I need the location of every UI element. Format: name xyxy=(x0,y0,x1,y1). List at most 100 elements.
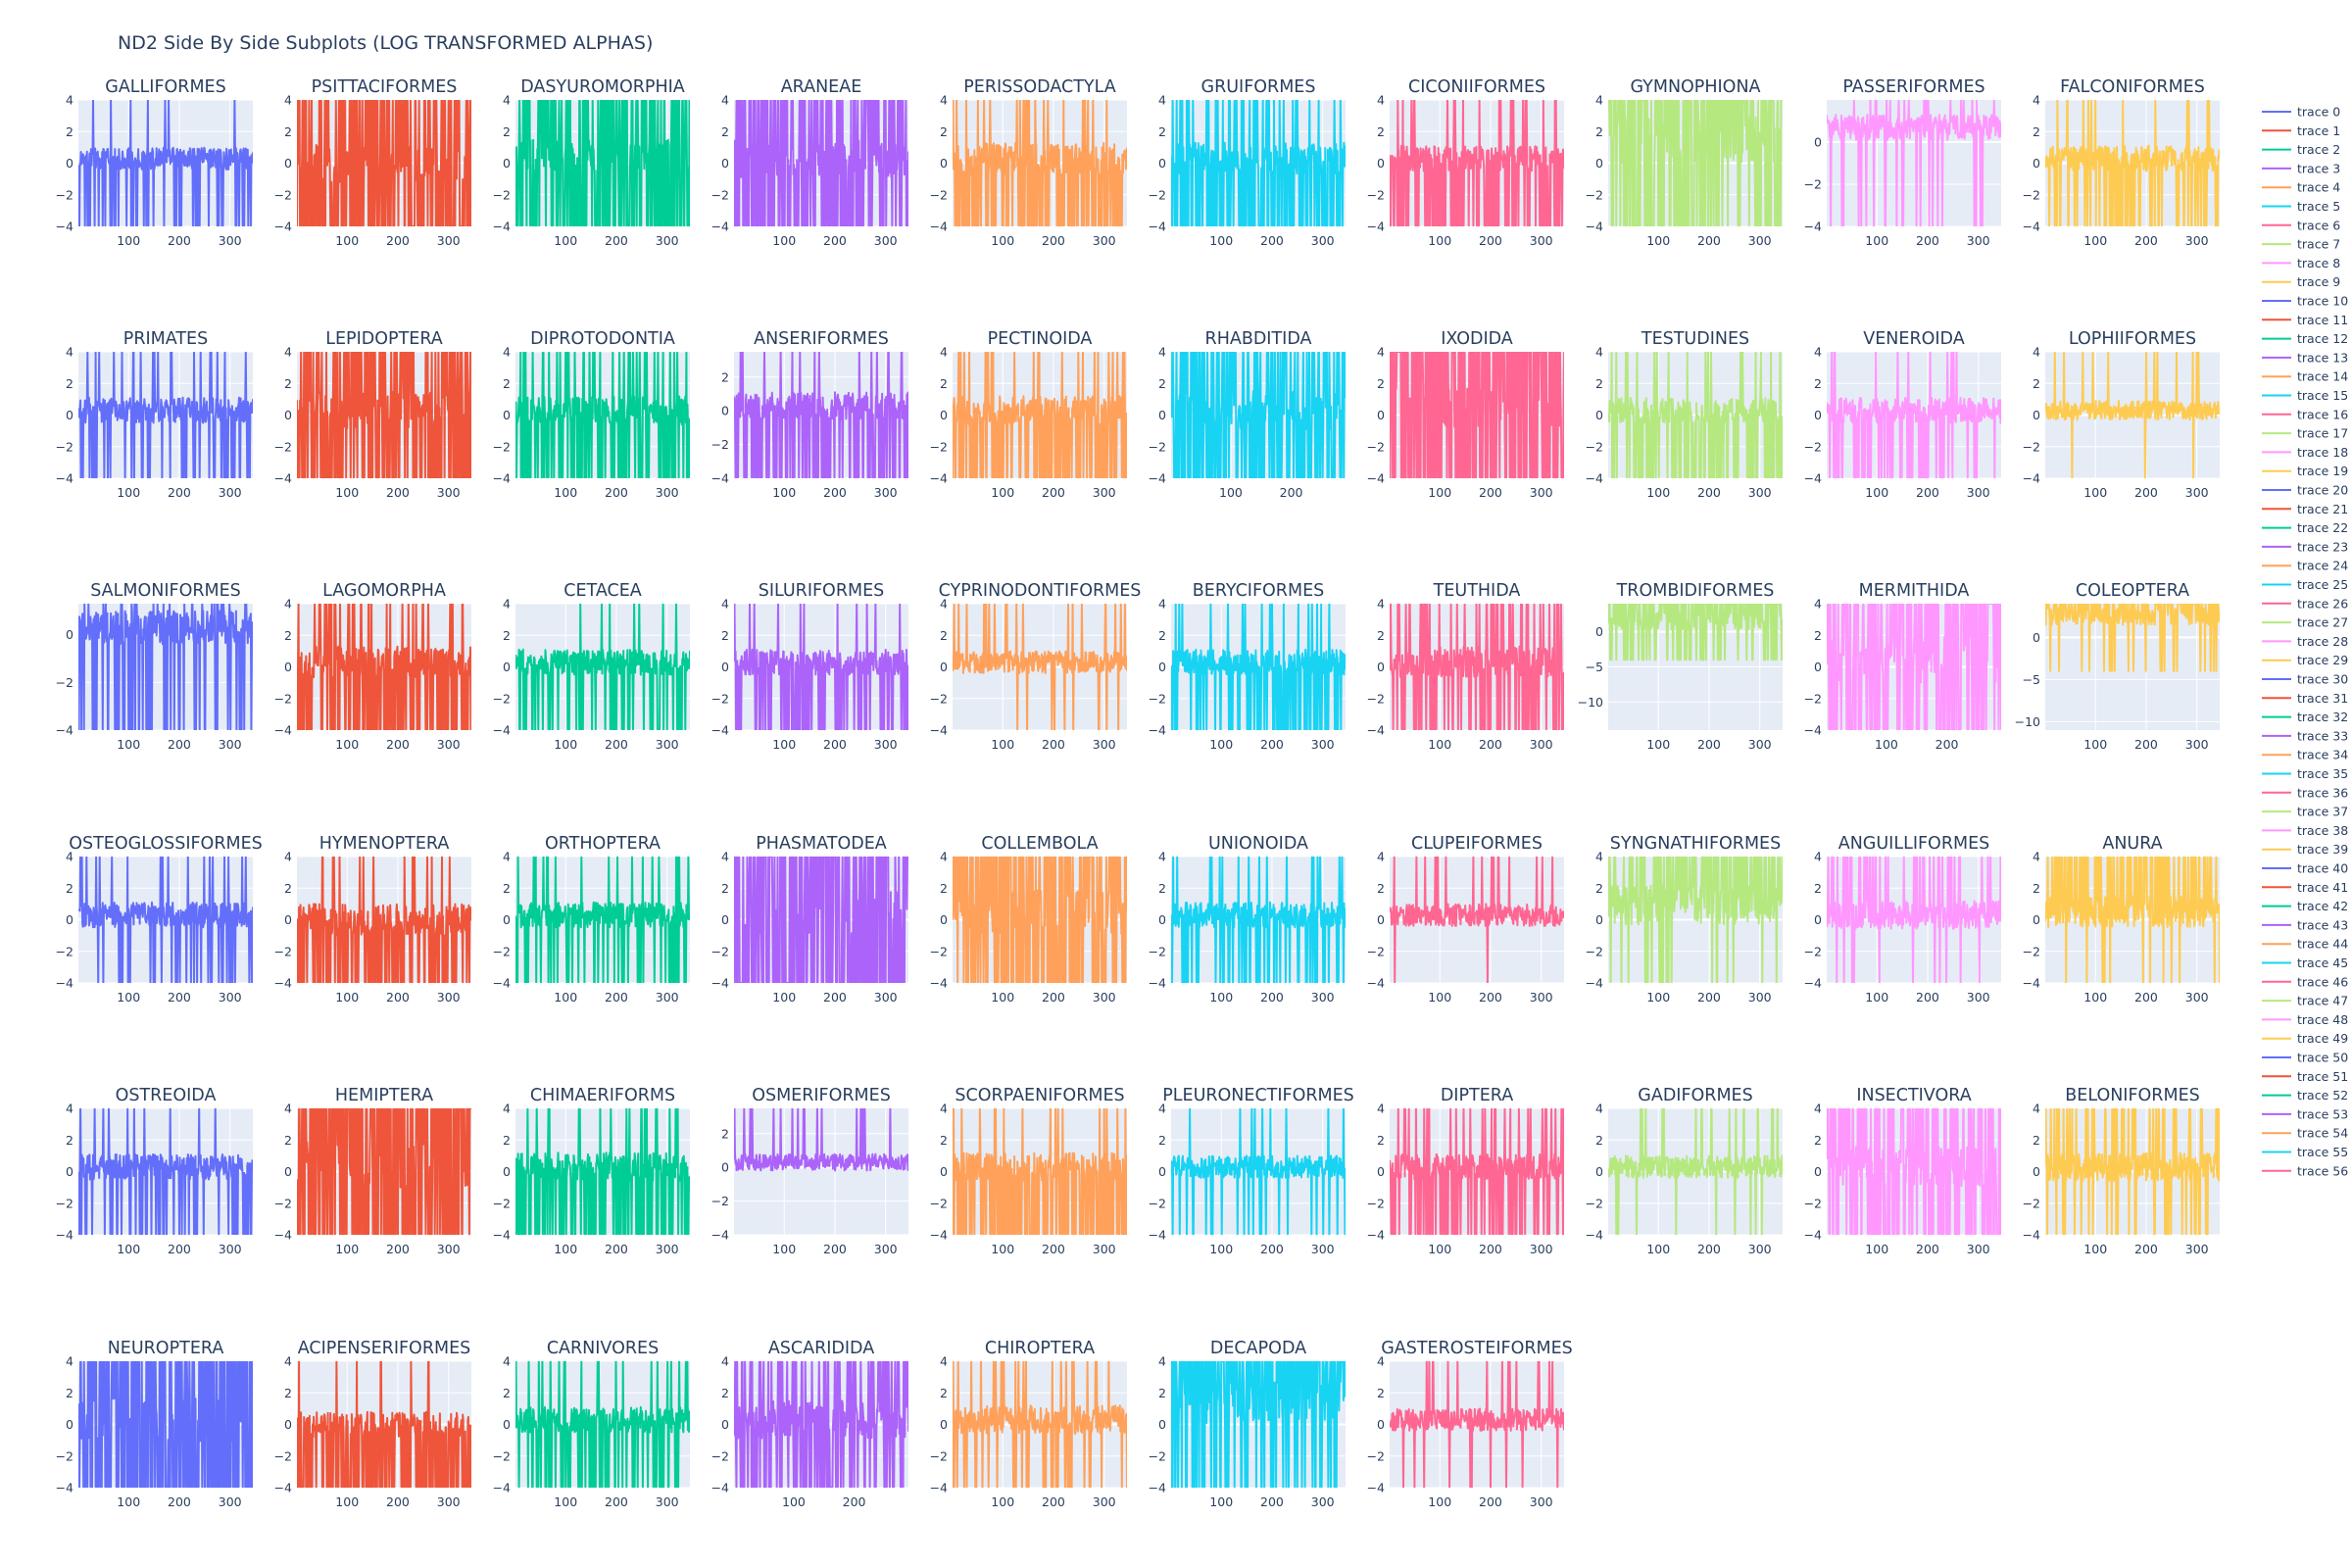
y-tick-label: 4 xyxy=(721,1354,729,1369)
y-tick-label: 2 xyxy=(1814,881,1822,896)
series-line xyxy=(78,604,253,730)
subplot: 100 200 300 −4 −2 0 2 4 SILURIFORMES xyxy=(711,581,908,752)
legend-label: trace 28 xyxy=(2297,634,2348,649)
legend-item[interactable]: trace 11 xyxy=(2262,313,2348,327)
y-tick-label: 0 xyxy=(284,660,292,674)
x-tick-label: 300 xyxy=(656,1494,679,1509)
legend-item[interactable]: trace 52 xyxy=(2262,1088,2348,1102)
x-tick-label: 100 xyxy=(117,1242,140,1256)
y-tick-label: 4 xyxy=(721,850,729,864)
legend-item[interactable]: trace 48 xyxy=(2262,1012,2348,1027)
legend-item[interactable]: trace 28 xyxy=(2262,634,2348,649)
x-tick-label: 100 xyxy=(117,485,140,500)
subplot: 100 200 300 −4 −2 0 2 ANSERIFORMES xyxy=(711,329,908,500)
legend-item[interactable]: trace 39 xyxy=(2262,842,2348,857)
legend-item[interactable]: trace 51 xyxy=(2262,1069,2348,1084)
legend-item[interactable]: trace 18 xyxy=(2262,445,2348,460)
subplot: 100 200 300 −4 −2 0 2 4 SCORPAENIFORMES xyxy=(930,1086,1127,1256)
legend-item[interactable]: trace 38 xyxy=(2262,823,2348,838)
legend-item[interactable]: trace 33 xyxy=(2262,728,2348,743)
x-tick-label: 200 xyxy=(386,1494,410,1509)
legend-label: trace 55 xyxy=(2297,1145,2348,1159)
legend-item[interactable]: trace 20 xyxy=(2262,483,2348,498)
y-tick-label: 4 xyxy=(503,597,511,612)
legend-item[interactable]: trace 53 xyxy=(2262,1106,2348,1121)
legend-item[interactable]: trace 37 xyxy=(2262,805,2348,819)
y-tick-label: 0 xyxy=(1814,660,1822,674)
y-tick-label: 2 xyxy=(1377,1386,1385,1400)
series-line xyxy=(2045,604,2220,672)
x-tick-label: 200 xyxy=(605,737,628,752)
y-tick-label: 2 xyxy=(1814,628,1822,643)
legend-item[interactable]: trace 42 xyxy=(2262,899,2348,913)
subplot: 100 200 300 −4 −2 0 2 4 ANGUILLIFORMES xyxy=(1804,834,2001,1004)
legend-item[interactable]: trace 43 xyxy=(2262,917,2348,932)
y-tick-label: 2 xyxy=(940,1386,948,1400)
legend-item[interactable]: trace 50 xyxy=(2262,1051,2348,1065)
y-tick-label: −2 xyxy=(930,1196,948,1210)
legend-item[interactable]: trace 13 xyxy=(2262,350,2348,365)
legend-item[interactable]: trace 6 xyxy=(2262,218,2340,232)
subplot-title: CETACEA xyxy=(564,581,642,601)
legend-item[interactable]: trace 16 xyxy=(2262,407,2348,421)
legend-item[interactable]: trace 25 xyxy=(2262,577,2348,592)
legend-item[interactable]: trace 4 xyxy=(2262,180,2340,195)
y-tick-label: 2 xyxy=(721,369,729,384)
legend-item[interactable]: trace 27 xyxy=(2262,615,2348,630)
legend-label: trace 47 xyxy=(2297,994,2348,1008)
subplot: 100 200 −4 −2 0 2 4 MERMITHIDA xyxy=(1804,581,2001,752)
legend-item[interactable]: trace 46 xyxy=(2262,974,2348,989)
legend-item[interactable]: trace 34 xyxy=(2262,748,2348,762)
legend-item[interactable]: trace 10 xyxy=(2262,294,2348,309)
x-tick-label: 300 xyxy=(437,737,461,752)
legend-label: trace 43 xyxy=(2297,917,2348,932)
legend-item[interactable]: trace 22 xyxy=(2262,520,2348,535)
legend-item[interactable]: trace 2 xyxy=(2262,142,2340,157)
legend-item[interactable]: trace 14 xyxy=(2262,369,2348,384)
legend-item[interactable]: trace 36 xyxy=(2262,785,2348,800)
legend-item[interactable]: trace 17 xyxy=(2262,426,2348,441)
legend-item[interactable]: trace 49 xyxy=(2262,1031,2348,1046)
legend-item[interactable]: trace 19 xyxy=(2262,464,2348,478)
legend-item[interactable]: trace 32 xyxy=(2262,710,2348,724)
legend-item[interactable]: trace 9 xyxy=(2262,274,2340,289)
legend-item[interactable]: trace 47 xyxy=(2262,994,2348,1008)
y-tick-label: 0 xyxy=(721,404,729,418)
legend-item[interactable]: trace 54 xyxy=(2262,1126,2348,1141)
x-tick-label: 200 xyxy=(605,1242,628,1256)
legend-item[interactable]: trace 0 xyxy=(2262,105,2340,120)
legend-item[interactable]: trace 56 xyxy=(2262,1163,2348,1178)
legend-item[interactable]: trace 40 xyxy=(2262,861,2348,876)
legend-item[interactable]: trace 15 xyxy=(2262,388,2348,403)
legend-item[interactable]: trace 30 xyxy=(2262,672,2348,687)
x-tick-label: 200 xyxy=(823,485,847,500)
legend-item[interactable]: trace 31 xyxy=(2262,691,2348,706)
y-tick-label: −4 xyxy=(493,723,511,738)
legend-item[interactable]: trace 55 xyxy=(2262,1145,2348,1159)
y-tick-label: 4 xyxy=(66,850,74,864)
y-tick-label: 4 xyxy=(284,345,292,360)
y-tick-label: −10 xyxy=(1578,695,1603,710)
legend-item[interactable]: trace 7 xyxy=(2262,237,2340,252)
y-tick-label: 4 xyxy=(503,93,511,108)
legend-item[interactable]: trace 29 xyxy=(2262,653,2348,667)
y-tick-label: 0 xyxy=(1595,408,1603,422)
legend-item[interactable]: trace 1 xyxy=(2262,123,2340,138)
legend-label: trace 45 xyxy=(2297,956,2348,970)
legend-item[interactable]: trace 5 xyxy=(2262,199,2340,214)
legend-label: trace 22 xyxy=(2297,520,2348,535)
legend-item[interactable]: trace 23 xyxy=(2262,539,2348,554)
x-tick-label: 200 xyxy=(1260,233,1284,248)
legend-item[interactable]: trace 21 xyxy=(2262,502,2348,516)
legend-item[interactable]: trace 41 xyxy=(2262,880,2348,895)
legend-item[interactable]: trace 8 xyxy=(2262,256,2340,270)
legend-item[interactable]: trace 24 xyxy=(2262,559,2348,573)
legend-item[interactable]: trace 3 xyxy=(2262,161,2340,175)
legend-item[interactable]: trace 45 xyxy=(2262,956,2348,970)
legend-item[interactable]: trace 35 xyxy=(2262,766,2348,781)
legend-item[interactable]: trace 26 xyxy=(2262,596,2348,611)
legend[interactable]: trace 0 trace 1 trace 2 trace 3 trace 4 trace… xyxy=(2262,105,2348,1179)
legend-item[interactable]: trace 12 xyxy=(2262,331,2348,346)
legend-item[interactable]: trace 44 xyxy=(2262,937,2348,952)
